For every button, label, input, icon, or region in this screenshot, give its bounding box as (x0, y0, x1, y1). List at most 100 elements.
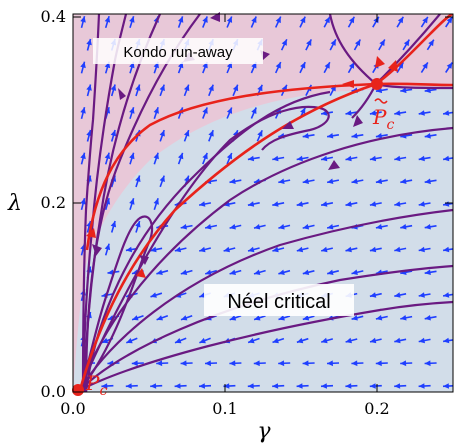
vector-arrow-head (369, 292, 377, 298)
vector-arrow-head (247, 155, 255, 162)
vector-arrow-head (199, 246, 206, 253)
vector-arrow-head (107, 269, 114, 276)
vector-arrow-head (175, 338, 182, 344)
vector-arrow-head (86, 39, 92, 46)
vector-arrow-head (370, 337, 377, 344)
vector-arrow-head (369, 383, 376, 389)
vector-arrow-head (229, 269, 236, 275)
fixed-point-pc (72, 384, 84, 396)
vector-arrow-head (180, 269, 188, 275)
vector-arrow-head (375, 360, 382, 367)
vector-arrow-head (400, 224, 407, 230)
vector-arrow-head (251, 107, 257, 114)
vector-arrow-head (296, 246, 304, 253)
vector-arrow-head (443, 246, 450, 253)
vector-arrow-head (349, 16, 355, 24)
vector-arrow-head (397, 16, 404, 24)
vector-arrow-head (394, 246, 401, 253)
vector-arrow-head (300, 62, 306, 69)
vector-arrow-head (424, 224, 431, 230)
vector-arrow-head (184, 130, 190, 137)
vector-arrow-head (80, 16, 86, 23)
vector-arrow-head (150, 292, 157, 298)
vector-arrow-head (180, 360, 187, 367)
vector-arrow-head (278, 269, 285, 275)
vector-arrow-head (351, 360, 358, 367)
kondo-label-box (93, 38, 263, 64)
vector-arrow-head (223, 246, 230, 253)
vector-arrow-head (351, 178, 358, 184)
vector-arrow-head (369, 246, 377, 253)
vector-arrow-head (153, 107, 159, 114)
neel-region-label: Néel critical (227, 291, 330, 313)
vector-arrow-head (153, 152, 159, 160)
vector-arrow-head (178, 152, 184, 160)
vector-arrow-head (257, 130, 263, 137)
vector-arrow-head (351, 269, 358, 275)
vector-arrow-head (202, 152, 208, 160)
vector-arrow-head (247, 201, 255, 207)
vector-arrow-head (369, 201, 377, 207)
vector-arrow-head (229, 360, 236, 367)
vector-arrow-head (199, 201, 206, 207)
vector-arrow-head (345, 337, 352, 344)
vector-arrow-head (375, 133, 383, 139)
vector-arrow-head (327, 224, 334, 230)
vector-arrow-head (375, 178, 383, 184)
vector-arrow-head (351, 133, 358, 139)
vector-arrow-head (443, 155, 450, 162)
vector-arrow-head (296, 201, 303, 207)
vector-arrow-head (428, 39, 434, 47)
vector-arrow-head (327, 133, 334, 139)
vector-arrow-head (400, 360, 407, 367)
vector-arrow-head (232, 84, 239, 92)
vector-arrow-head (418, 383, 425, 389)
vector-arrow-head (418, 337, 425, 344)
flow-line (79, 300, 453, 391)
vector-arrow-head (296, 337, 304, 344)
vector-arrow-head (330, 39, 336, 46)
vector-arrow-head (132, 315, 139, 321)
vector-arrow-head (321, 155, 328, 162)
vector-arrow-head (125, 246, 133, 253)
vector-arrow-head (110, 221, 117, 228)
vector-arrow-head (345, 155, 352, 162)
vector-arrow-head (101, 383, 108, 389)
y-tick-label: 0.0 (41, 382, 66, 401)
flow-line (79, 208, 453, 391)
vector-arrow-head (327, 360, 333, 367)
vector-arrow-head (208, 84, 214, 92)
flow-line (82, 14, 162, 392)
vector-arrow-head (205, 360, 211, 367)
vector-arrow-head (205, 269, 212, 275)
vector-arrow-head (254, 269, 261, 275)
vector-arrow-head (351, 315, 358, 321)
vector-arrow-head (327, 178, 334, 184)
kondo-region-label: Kondo run-away (123, 44, 233, 61)
vector-arrow-head (400, 178, 407, 184)
y-axis-label: λ (7, 191, 22, 216)
vector-arrow-head (418, 292, 425, 298)
vector-arrow-head (184, 175, 190, 183)
vector-arrow-head (272, 246, 279, 253)
vector-arrow-head (394, 201, 401, 207)
vector-arrow-head (296, 383, 303, 389)
vector-arrow-head (349, 62, 355, 69)
vector-arrow-head (159, 130, 165, 137)
vector-arrow-head (281, 39, 287, 46)
vector-arrow-head (174, 383, 181, 389)
vector-arrow-head (101, 337, 109, 344)
vector-arrow-head (125, 383, 132, 389)
vector-arrow-head (129, 152, 135, 160)
vector-arrow-head (247, 383, 254, 389)
vector-arrow-head (302, 269, 310, 275)
vector-arrow-head (300, 16, 306, 24)
vector-arrow-head (254, 224, 261, 230)
vector-arrow-head (321, 337, 328, 344)
vector-arrow-head (126, 338, 133, 344)
vector-arrow-head (375, 224, 383, 230)
kondo-region (73, 14, 453, 392)
vector-arrow-head (248, 246, 255, 253)
vector-arrow-head (199, 383, 205, 389)
